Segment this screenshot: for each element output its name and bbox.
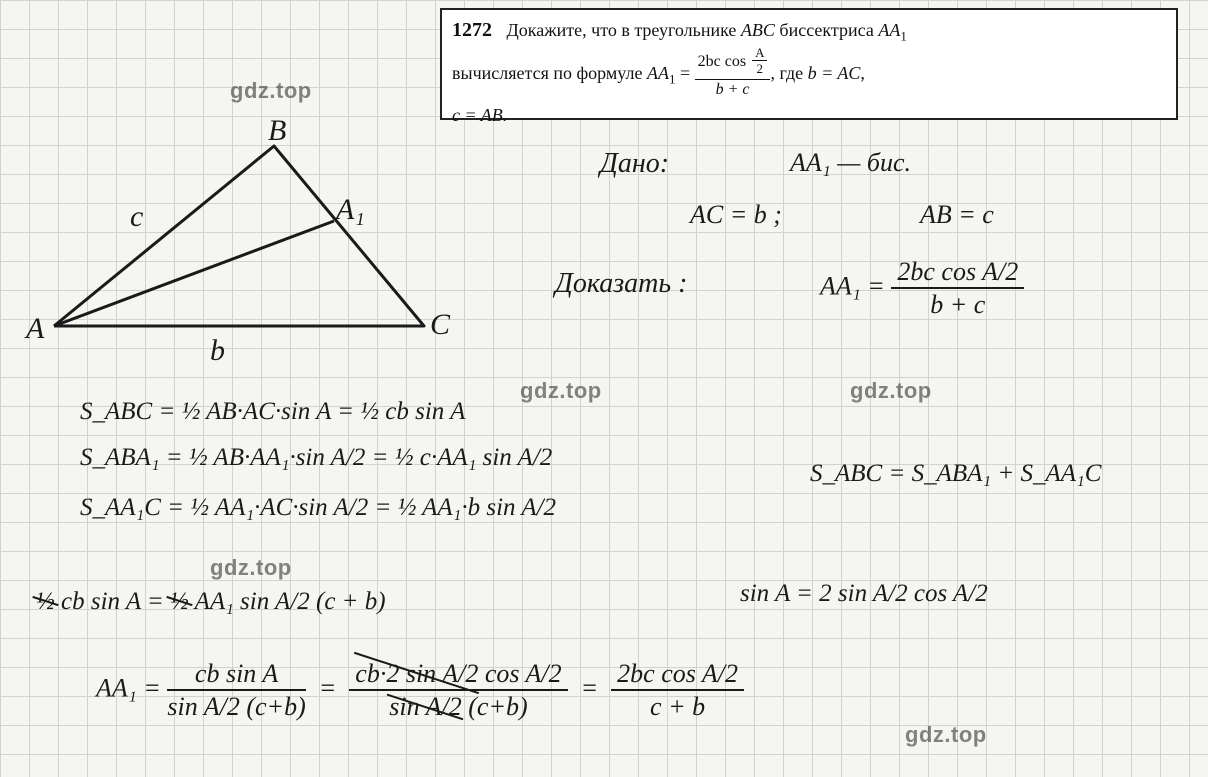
problem-line-3: c = AB. [452,102,1162,128]
text: AA₁ = [96,673,167,702]
watermark: gdz.top [850,378,932,404]
side-b-label: b [210,334,225,366]
eq-s-aba1: S_ABA₁ = ½ AB·AA₁·sin A/2 = ½ c·AA₁ sin … [80,444,552,472]
text: 2bc cos A/2 [611,660,744,691]
text: AA₁ = [820,271,891,300]
eq-s-aa1c: S_AA₁C = ½ AA₁·AC·sin A/2 = ½ AA₁·b sin … [80,494,556,522]
text: = [675,64,694,84]
given-aa1: AA₁ — бис. [790,148,911,178]
problem-statement-box: 1272 Докажите, что в треугольнике ABC би… [440,8,1178,120]
problem-line-1: 1272 Докажите, что в треугольнике ABC би… [452,16,1162,46]
problem-number: 1272 [452,19,492,41]
watermark: gdz.top [210,555,292,581]
formula-fraction: 2bc cos A 2 b + c [695,48,771,98]
side-c-label: c [130,200,143,233]
text: биссектриса [775,20,878,40]
watermark: gdz.top [520,378,602,404]
watermark: gdz.top [905,722,987,748]
eq-area-sum: S_ABC = S_ABA₁ + S_AA₁C [810,460,1101,488]
eq-final: AA₁ = cb sin A sin A/2 (c+b) = cb·2 sin … [96,660,744,721]
given-ac: AC = b ; [690,200,782,230]
text: A [752,46,767,61]
triangle-diagram: A B C A₁ c b [4,116,464,366]
text: AA [647,64,669,84]
vertex-B: B [268,116,286,147]
prove-expr: AA₁ = 2bc cos A/2 b + c [820,258,1024,319]
text: 2 [752,61,767,75]
text: ABC [741,20,775,40]
text: 1 [900,29,907,44]
text: b = AC [808,64,861,84]
text: AA [878,20,900,40]
text: , где [770,64,807,84]
text: Докажите, что в треугольнике [507,20,741,40]
text: cb sin A [167,660,305,691]
given-ab: AB = c [920,200,994,230]
text: , [860,64,865,84]
struck-half: ½ [36,588,55,615]
text: c + b [611,691,744,720]
text: 2bc cos A/2 [891,258,1024,289]
text: b + c [716,81,750,98]
prove-label: Доказать : [555,268,687,300]
text: sin A/2 (c+b) [167,691,305,720]
given-label: Дано: [600,148,669,180]
watermark: gdz.top [230,78,312,104]
text: вычисляется по формуле [452,64,647,84]
vertex-A: A [24,312,45,345]
eq-s-abc: S_ABC = ½ AB·AC·sin A = ½ cb sin A [80,398,465,426]
text: 2bc cos [698,54,746,71]
text: b + c [891,289,1024,318]
eq-sin-double: sin A = 2 sin A/2 cos A/2 [740,580,988,608]
eq-main: ½ ½ cb sin A = ½ AA₁ sin A/2 (c + b) cb … [36,588,386,616]
vertex-A1: A₁ [334,193,365,226]
problem-line-2: вычисляется по формуле AA1 = 2bc cos A 2… [452,50,1162,100]
vertex-C: C [430,308,451,341]
